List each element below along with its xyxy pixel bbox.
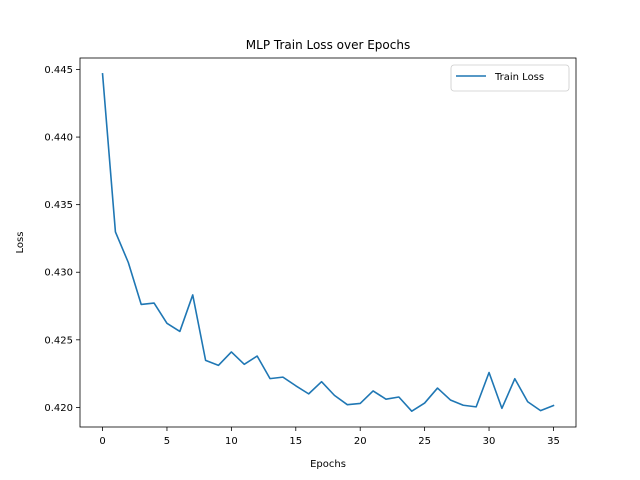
series-line-train-loss bbox=[101, 72, 555, 412]
x-tick-label: 15 bbox=[289, 436, 302, 447]
legend-box bbox=[450, 64, 570, 92]
y-axis: 0.420 0.425 0.430 0.435 0.440 0.445 bbox=[44, 65, 80, 414]
y-tick-label: 0.425 bbox=[44, 335, 73, 346]
x-tick-label: 20 bbox=[354, 436, 367, 447]
plot-area bbox=[101, 72, 555, 412]
y-axis-label: Loss bbox=[15, 232, 26, 254]
x-tick-label: 10 bbox=[225, 436, 238, 447]
x-axis: 0 5 10 15 20 25 30 35 bbox=[99, 427, 560, 447]
legend-label-train-loss: Train Loss bbox=[494, 72, 544, 83]
y-tick-label: 0.435 bbox=[44, 200, 73, 211]
y-tick-label: 0.430 bbox=[44, 268, 73, 279]
y-tick-label: 0.440 bbox=[44, 133, 73, 144]
x-tick-label: 35 bbox=[547, 436, 560, 447]
x-tick-label: 30 bbox=[483, 436, 496, 447]
legend: Train Loss bbox=[450, 64, 570, 92]
chart-title: MLP Train Loss over Epochs bbox=[246, 38, 410, 52]
x-tick-label: 5 bbox=[164, 436, 170, 447]
axes-frame bbox=[79, 57, 577, 428]
y-tick-label: 0.420 bbox=[44, 403, 73, 414]
x-tick-label: 25 bbox=[418, 436, 431, 447]
x-tick-label: 0 bbox=[99, 436, 105, 447]
y-tick-label: 0.445 bbox=[44, 65, 73, 76]
x-axis-label: Epochs bbox=[310, 459, 346, 470]
